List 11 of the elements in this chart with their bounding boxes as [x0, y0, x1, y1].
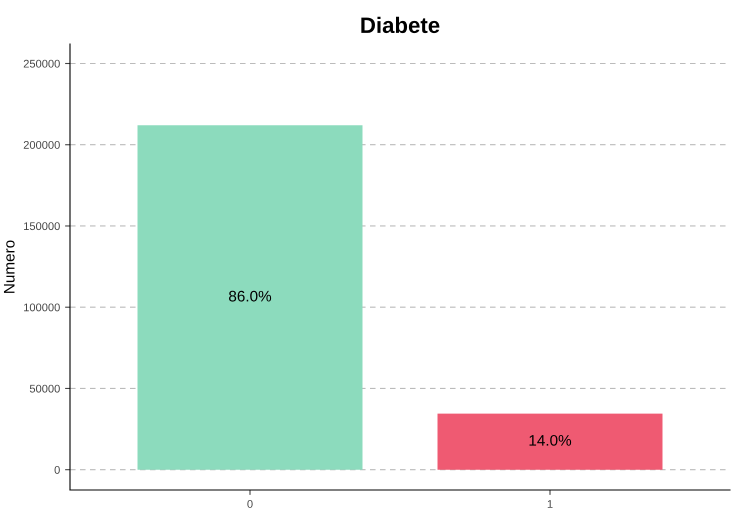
y-tick-label: 150000 — [24, 222, 60, 230]
chart-title: Diabete — [361, 16, 440, 34]
y-tick-label: 250000 — [24, 60, 60, 68]
x-tick-label: 1 — [548, 500, 553, 508]
y-tick-label: 0 — [54, 466, 60, 474]
y-axis-title: Numero — [4, 240, 15, 293]
y-tick-label: 100000 — [24, 303, 60, 312]
annotation: 14.0% — [530, 434, 572, 446]
annotation: 86.0% — [229, 290, 272, 302]
y-tick-label: 200000 — [24, 141, 60, 149]
y-tick-label: 50000 — [30, 384, 60, 393]
